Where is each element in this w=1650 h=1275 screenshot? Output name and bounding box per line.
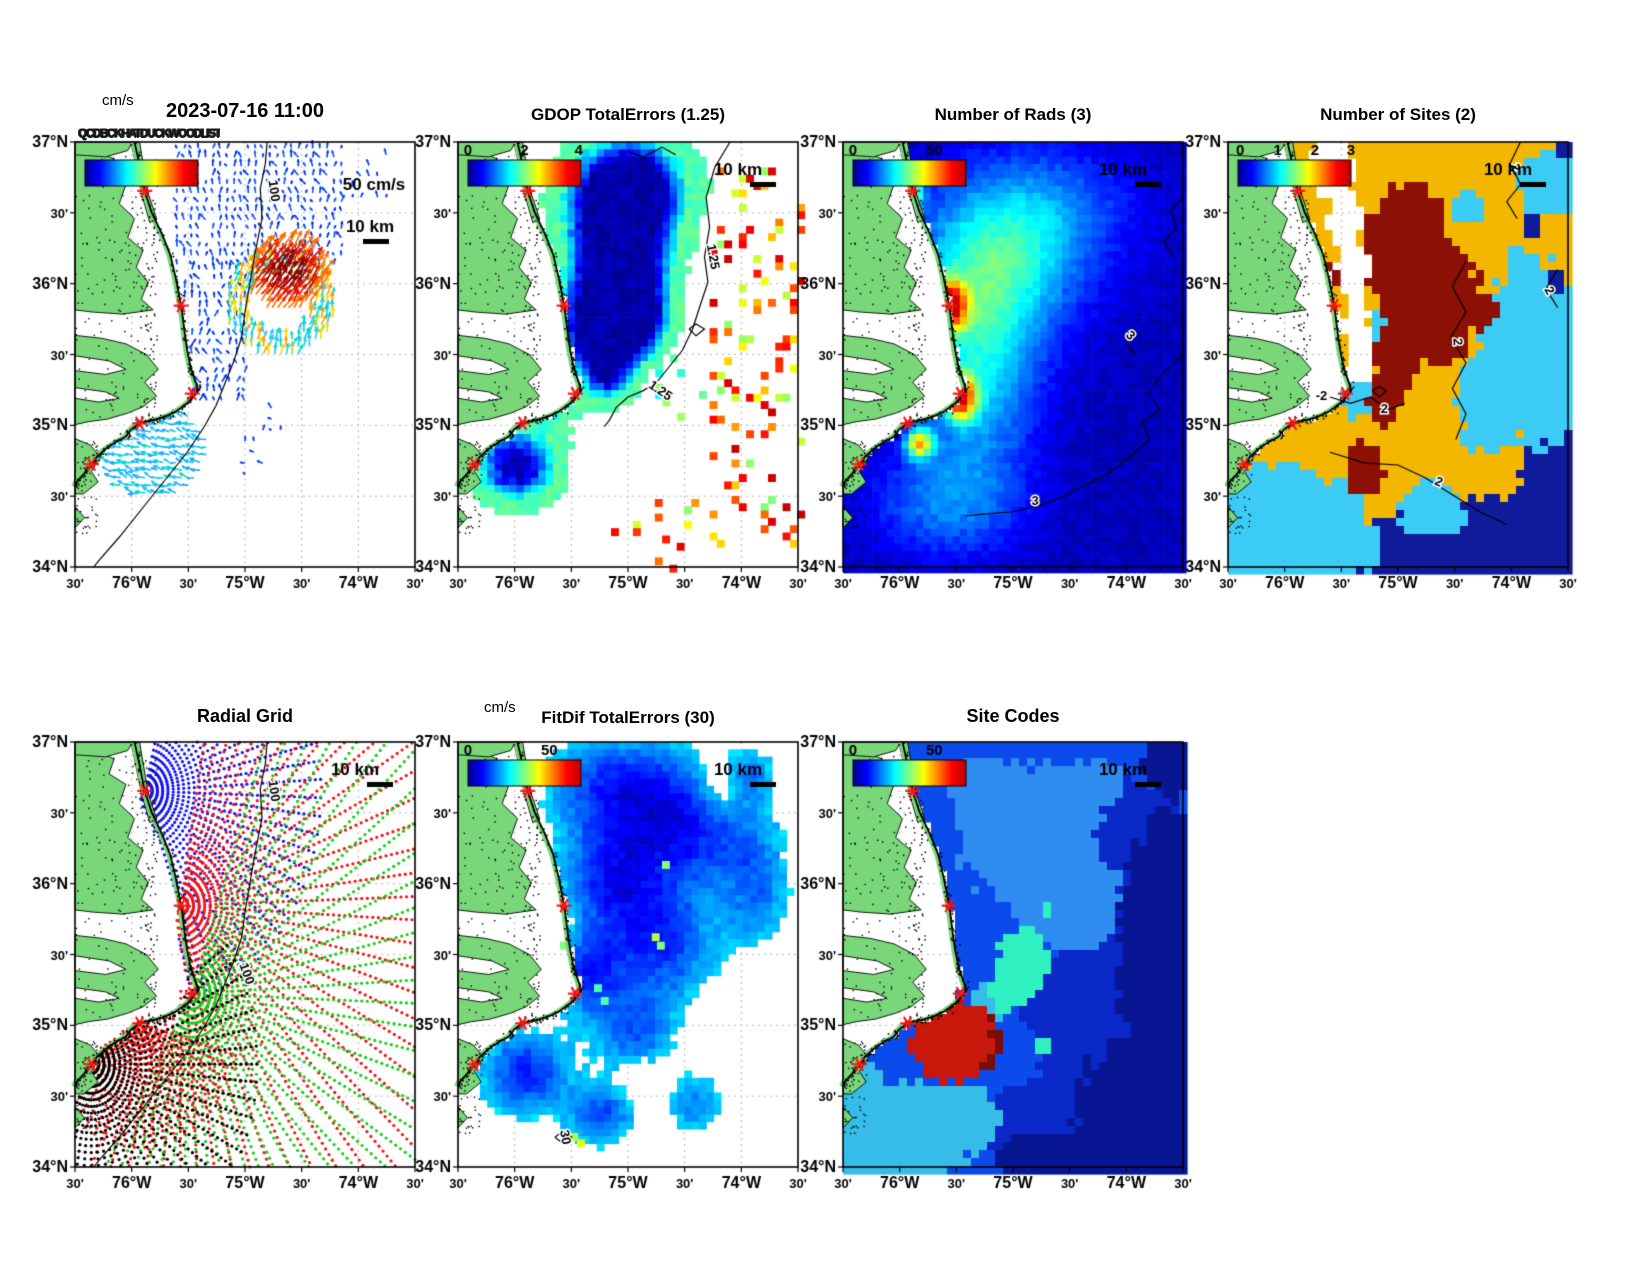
- overlapping-site-legend-text: QCDBCKHATDUCKWOODLISTCBBCOV35KHTL: [78, 126, 220, 140]
- panel-title-num-sites: Number of Sites (2): [1320, 105, 1476, 124]
- colorbar-units-label-top: cm/s: [102, 92, 134, 109]
- panel-title-gdop: GDOP TotalErrors (1.25): [531, 105, 725, 124]
- panel-title-site-codes: Site Codes: [966, 706, 1060, 726]
- panel-title-total-vectors: 2023-07-16 11:00: [166, 100, 324, 122]
- panel-title-fitdif: FitDif TotalErrors (30): [541, 708, 715, 727]
- colorbar-units-label-bottom: cm/s: [484, 699, 516, 716]
- panel-title-num-rads: Number of Rads (3): [934, 105, 1092, 124]
- panel-title-radial-grid: Radial Grid: [196, 706, 294, 726]
